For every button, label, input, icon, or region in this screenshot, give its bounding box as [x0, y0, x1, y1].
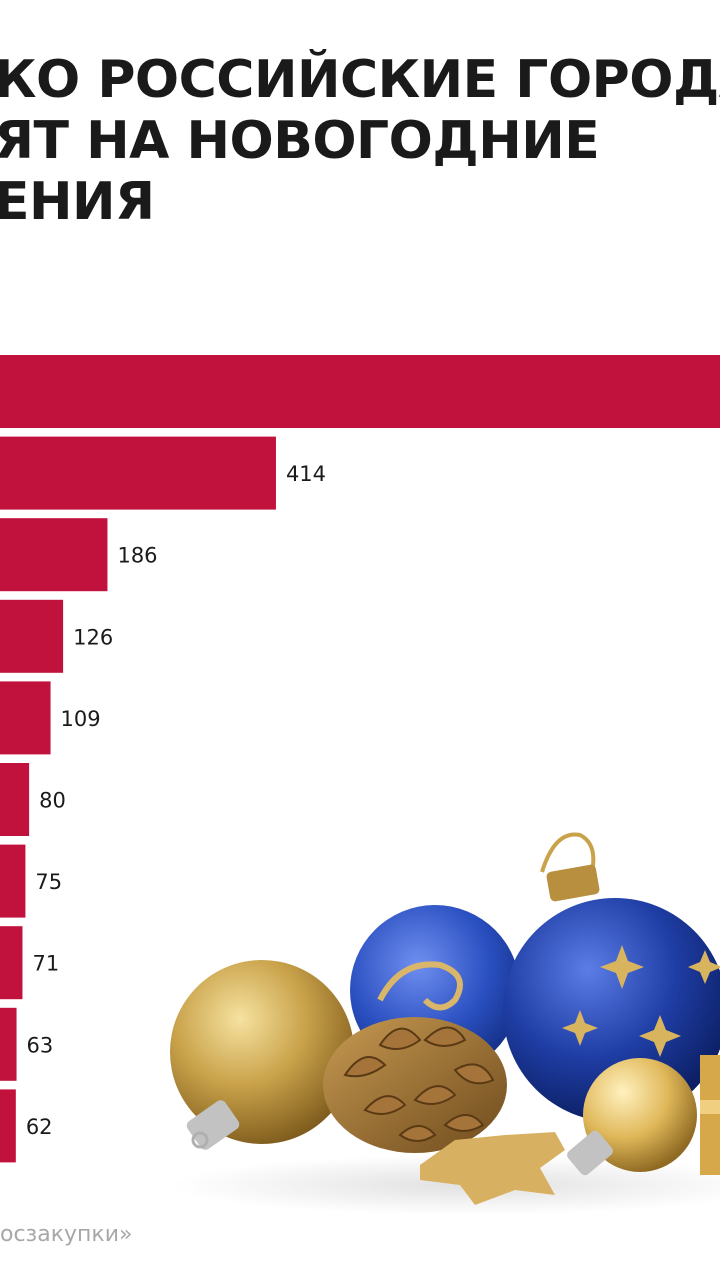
- bar-value-label-5: 109: [61, 707, 101, 731]
- bar-2: [0, 436, 276, 510]
- chart-title-line-1: КО РОССИЙСКИЕ ГОРОДА: [0, 50, 720, 110]
- chart-title-line-2: ЯТ НА НОВОГОДНИЕ: [0, 111, 600, 171]
- bar-value-label-8: 71: [32, 952, 59, 976]
- source-label: осзакупки»: [0, 1222, 133, 1247]
- bar-value-label-3: 186: [117, 544, 157, 568]
- bar-value-label-10: 62: [26, 1115, 53, 1139]
- bar-10: [0, 1089, 16, 1163]
- bar-value-label-4: 126: [73, 625, 113, 649]
- bar-value-label-7: 75: [35, 870, 62, 894]
- chart-title-line-3: ЕНИЯ: [0, 172, 155, 232]
- bar-value-label-9: 63: [27, 1033, 54, 1057]
- bar-8: [0, 926, 23, 1000]
- bar-7: [0, 844, 26, 918]
- bar-4: [0, 599, 64, 673]
- bar-6: [0, 763, 30, 836]
- bar-value-label-2: 414: [286, 462, 326, 486]
- bar-1: [0, 355, 720, 428]
- bar-3: [0, 518, 108, 592]
- chart-title: КО РОССИЙСКИЕ ГОРОДА ЯТ НА НОВОГОДНИЕ ЕН…: [0, 50, 720, 233]
- bar-9: [0, 1007, 17, 1081]
- bar-value-label-6: 80: [39, 789, 66, 813]
- bar-5: [0, 681, 51, 755]
